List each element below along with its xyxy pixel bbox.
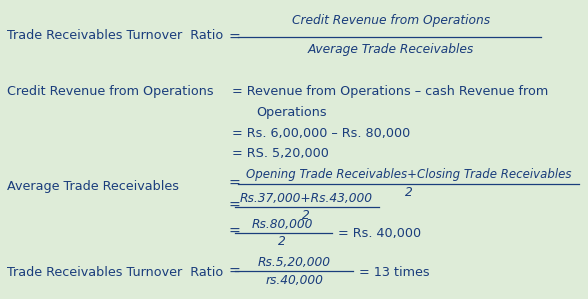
Text: =: =: [228, 177, 240, 191]
Text: = RS. 5,20,000: = RS. 5,20,000: [232, 147, 329, 161]
Text: Trade Receivables Turnover  Ratio: Trade Receivables Turnover Ratio: [7, 266, 223, 279]
Text: =: =: [228, 225, 240, 239]
Text: Rs.80,000: Rs.80,000: [252, 218, 313, 231]
Text: = Revenue from Operations – cash Revenue from: = Revenue from Operations – cash Revenue…: [232, 85, 549, 98]
Text: Operations: Operations: [256, 106, 326, 119]
Text: Credit Revenue from Operations: Credit Revenue from Operations: [292, 14, 490, 28]
Text: Average Trade Receivables: Average Trade Receivables: [7, 180, 179, 193]
Text: 2: 2: [278, 235, 286, 248]
Text: 2: 2: [302, 209, 310, 222]
Text: Rs.5,20,000: Rs.5,20,000: [258, 256, 330, 269]
Text: =: =: [228, 199, 240, 213]
Text: Trade Receivables Turnover  Ratio: Trade Receivables Turnover Ratio: [7, 29, 223, 42]
Text: = 13 times: = 13 times: [359, 266, 429, 279]
Text: =: =: [228, 30, 240, 44]
Text: Rs.37,000+Rs.43,000: Rs.37,000+Rs.43,000: [239, 192, 372, 205]
Text: Average Trade Receivables: Average Trade Receivables: [308, 43, 474, 56]
Text: Opening Trade Receivables+Closing Trade Receivables: Opening Trade Receivables+Closing Trade …: [246, 168, 572, 181]
Text: rs.40,000: rs.40,000: [265, 274, 323, 287]
Text: 2: 2: [405, 186, 413, 199]
Text: Credit Revenue from Operations: Credit Revenue from Operations: [7, 85, 213, 98]
Text: = Rs. 40,000: = Rs. 40,000: [338, 227, 421, 240]
Text: = Rs. 6,00,000 – Rs. 80,000: = Rs. 6,00,000 – Rs. 80,000: [232, 126, 410, 140]
Text: =: =: [228, 265, 240, 279]
